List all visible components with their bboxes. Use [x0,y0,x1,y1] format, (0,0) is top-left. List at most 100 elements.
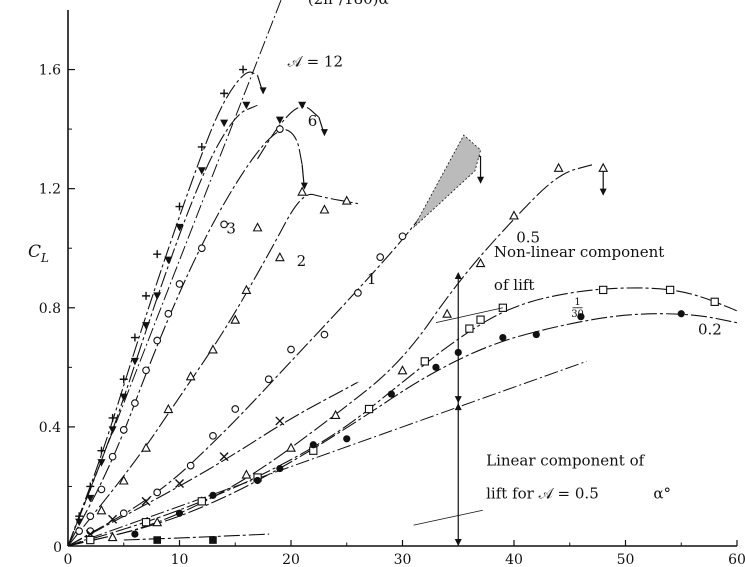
labels: CL(2π²/180)α°𝒜 = 1263210.51300.2Non-line… [28,0,722,546]
triangle-down-marker [97,459,106,467]
cross-marker [275,416,285,426]
triangle-down-marker [242,101,251,110]
series-curve-group [67,381,359,547]
triangle-open-marker [475,257,486,268]
circle-filled-marker [387,390,395,398]
series-curve [67,104,259,547]
series-curve-group [67,287,738,547]
x-tick-label: 30 [394,552,412,567]
circle-filled-marker [499,333,507,342]
cross-marker [219,452,229,462]
circle-filled-marker [432,363,440,371]
circle-open-marker [153,488,162,497]
stall-arrowhead [599,188,607,196]
triangle-open-marker [230,314,241,324]
circle-open-marker [398,232,407,241]
square-open-marker [420,357,429,366]
square-filled-marker [153,536,161,544]
triangle-open-marker [152,517,163,527]
triangle-open-marker [185,371,196,381]
series-curve-group [67,129,308,547]
plus-marker [197,142,206,151]
triangle-down-marker [108,426,117,434]
arrowhead-mid-up [454,403,462,411]
cross-marker [141,496,151,506]
circle-filled-marker [276,464,284,473]
x-tick-label: 50 [617,552,635,567]
series-curve [67,164,593,547]
origin-label: 0 [53,540,62,556]
triangle-down-marker [175,223,184,232]
arrowhead-top [454,272,462,280]
triangle-open-marker [341,195,352,205]
plus-marker [108,413,117,422]
square-open-marker [665,285,675,295]
circle-filled-marker [131,530,139,538]
triangle-open-marker [241,284,252,294]
y-tick-label: 0.4 [39,420,61,436]
curve-label: 6 [308,112,318,130]
x-axis-label: α° [653,484,671,502]
stall-arrowhead [259,87,267,95]
triangle-open-marker [96,505,107,515]
triangle-open-marker [118,475,129,485]
nonlinear-label-line1: Non-linear component [494,243,664,261]
circle-open-marker [131,399,139,407]
circle-filled-marker [209,491,217,499]
square-filled-marker [209,536,217,544]
curve-label: 0.2 [698,321,722,339]
square-open-marker [197,497,206,506]
series-markers [75,101,307,527]
triangle-open-marker [319,204,330,214]
plus-marker [142,291,151,300]
circle-open-marker [287,345,295,354]
linear-label-line1: Linear component of [486,452,645,470]
square-open-marker [141,518,151,527]
y-axis-label-sub: L [40,251,49,265]
triangle-down-marker [164,256,173,265]
series-curve-group [67,134,485,547]
circle-open-marker [264,375,273,384]
plus-marker [130,333,139,342]
square-open-marker [710,297,719,306]
circle-open-marker [209,431,217,440]
circle-filled-marker [677,310,685,318]
square-open-marker [364,404,374,414]
circle-open-marker [320,330,329,339]
circle-open-marker [97,485,106,494]
plus-marker [97,446,106,455]
triangle-open-marker [553,162,564,172]
circle-open-marker [108,452,117,461]
triangle-down-marker [86,494,95,503]
curves [67,0,738,547]
nonlinear-leader [435,307,503,324]
series-curve-group [67,104,328,547]
circle-open-marker [276,125,284,133]
circle-filled-marker [532,330,540,339]
fraction-denominator: 30 [571,309,584,320]
y-tick-label: 0.8 [39,301,61,317]
triangle-open-marker [598,162,609,172]
circle-filled-marker [175,509,184,517]
x-tick-label: 10 [171,552,189,567]
y-tick-label: 1.2 [39,182,61,198]
triangle-down-marker [75,518,84,527]
stall-arrowhead [320,129,328,137]
circle-open-marker [197,244,206,253]
circle-open-marker [119,509,128,518]
plus-marker [175,202,184,211]
triangle-down-marker [275,116,284,125]
curve-label: 𝒜 = 12 [288,53,343,71]
circle-open-marker [86,512,95,521]
triangle-open-marker [509,210,519,220]
y-tick-label: 1.6 [39,63,61,79]
circle-filled-marker [309,441,317,449]
series-markers [96,186,352,515]
y-axis-label: CL [28,242,49,265]
series-curve [67,71,259,547]
square-open-marker [599,285,608,295]
circle-filled-marker [577,313,585,321]
circle-open-marker [142,366,150,375]
triangle-open-marker [163,403,174,414]
